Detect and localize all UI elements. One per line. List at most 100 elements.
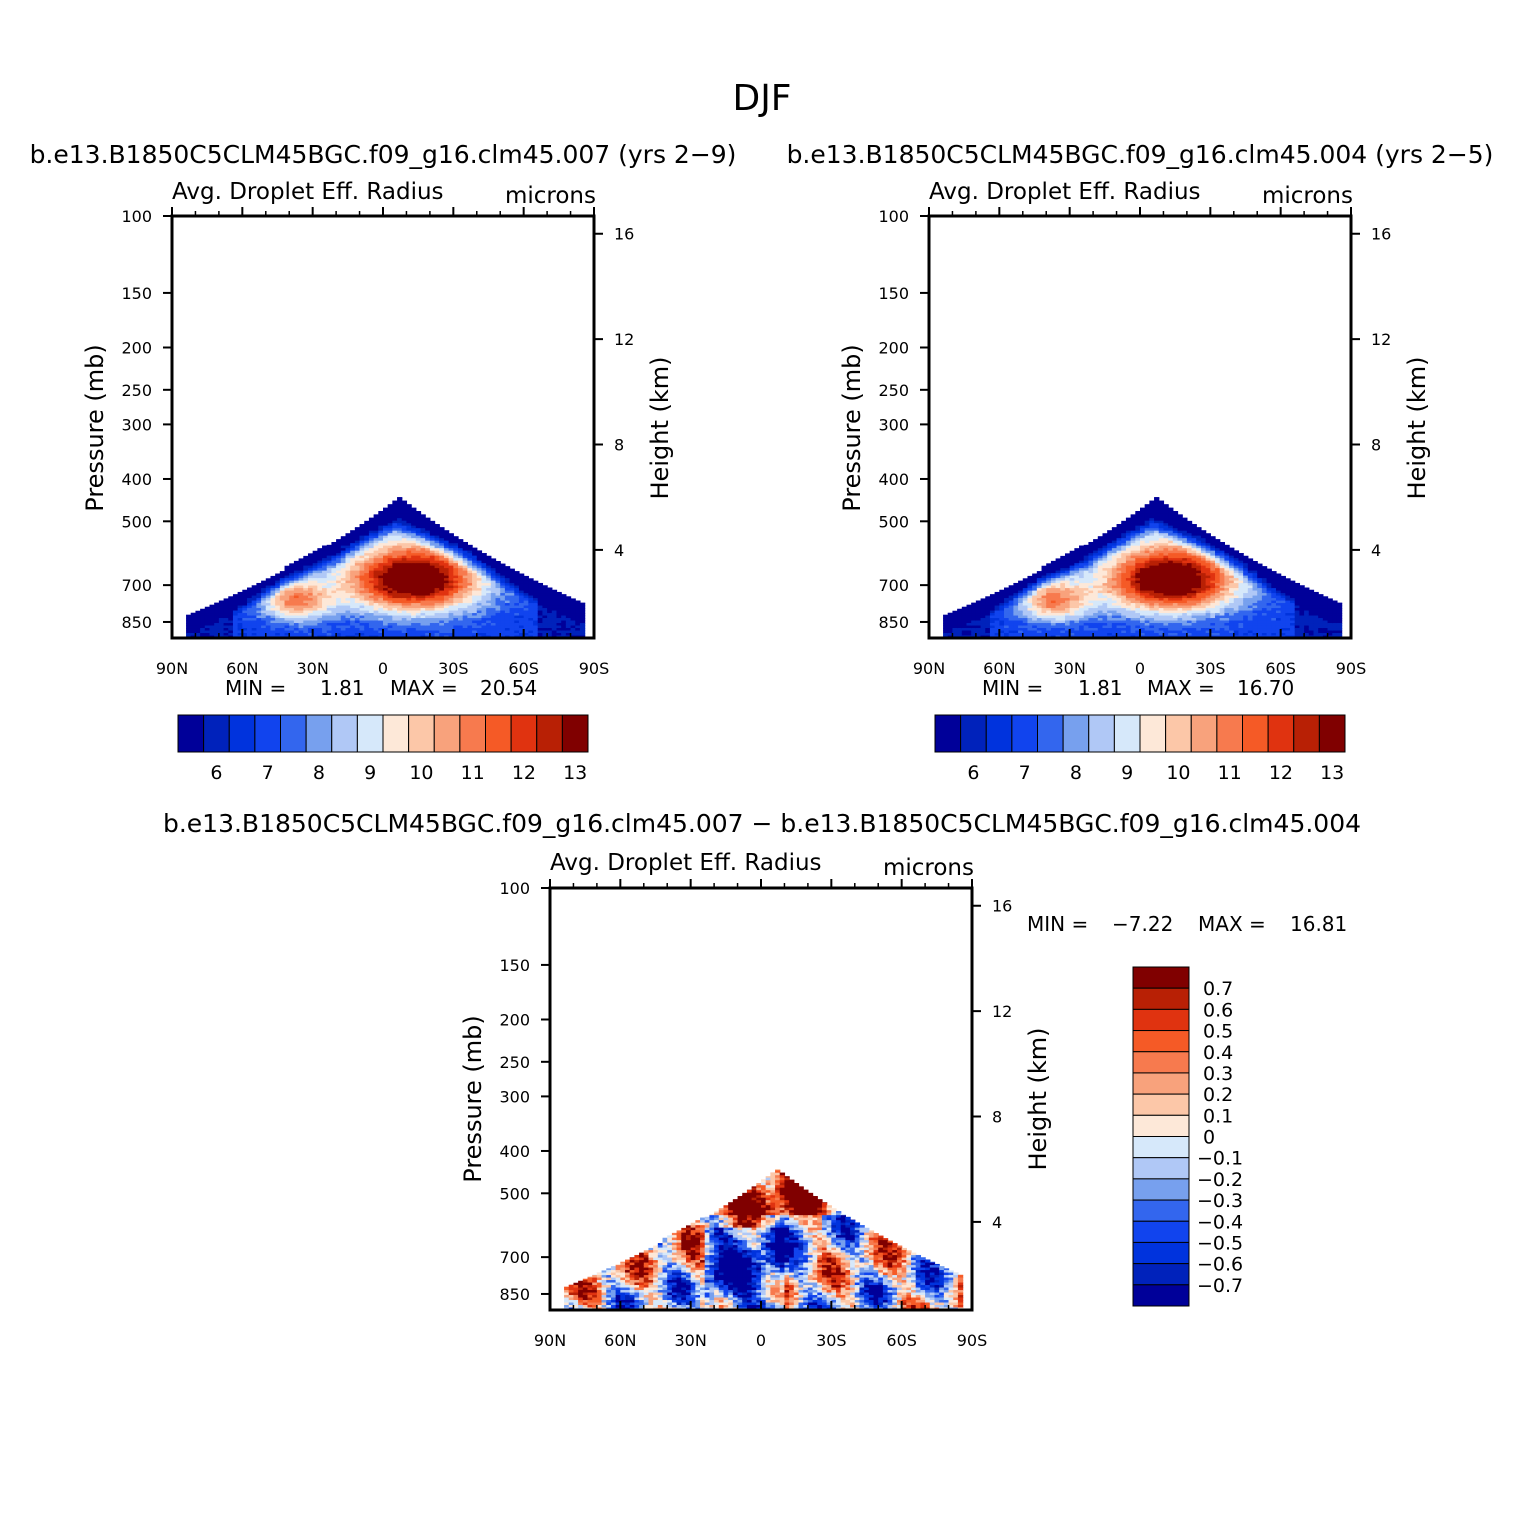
contour-cell xyxy=(1163,530,1169,534)
contour-cell xyxy=(392,593,398,597)
contour-cell xyxy=(1135,588,1141,592)
contour-cell xyxy=(1144,563,1150,567)
contour-cell xyxy=(1093,540,1099,544)
contour-cell xyxy=(458,625,464,629)
contour-cell xyxy=(481,608,487,612)
contour-cell xyxy=(312,593,318,597)
contour-cell xyxy=(387,553,393,557)
contour-cell xyxy=(1074,575,1080,579)
contour-cell xyxy=(368,575,375,579)
contour-cell xyxy=(411,618,417,622)
contour-cell xyxy=(383,588,389,592)
contour-cell xyxy=(265,588,272,592)
contour-cell xyxy=(1158,530,1165,534)
contour-cell xyxy=(472,585,478,589)
contour-cell xyxy=(1027,623,1033,627)
contour-cell xyxy=(1064,610,1071,614)
contour-cell xyxy=(1154,525,1160,529)
contour-cell xyxy=(528,578,534,582)
contour-cell xyxy=(364,623,370,627)
contour-cell xyxy=(1079,575,1085,579)
contour-cell xyxy=(533,620,539,624)
contour-cell xyxy=(1046,593,1052,597)
contour-cell xyxy=(1116,618,1122,622)
contour-cell xyxy=(1036,605,1043,609)
contour-cell xyxy=(1022,580,1029,584)
contour-cell xyxy=(1186,608,1193,612)
contour-cell xyxy=(312,603,318,607)
contour-cell xyxy=(561,630,567,634)
contour-cell xyxy=(1172,618,1179,622)
contour-cell xyxy=(397,578,403,582)
contour-cell xyxy=(439,533,445,537)
contour-cell xyxy=(989,594,996,597)
contour-cell xyxy=(1168,633,1174,637)
contour-cell xyxy=(368,563,375,567)
contour-cell xyxy=(1191,524,1197,527)
contour-cell xyxy=(1135,511,1141,514)
contour-cell xyxy=(579,633,586,637)
contour-cell xyxy=(1149,503,1155,507)
contour-cell xyxy=(1205,633,1211,637)
contour-cell xyxy=(251,633,257,637)
contour-cell xyxy=(495,595,501,599)
contour-cell xyxy=(383,523,389,527)
contour-cell xyxy=(415,598,422,602)
contour-cell xyxy=(1140,580,1146,584)
contour-cell xyxy=(307,598,314,602)
contour-cell xyxy=(1079,588,1085,592)
contour-cell xyxy=(392,603,398,607)
contour-cell xyxy=(1083,578,1090,582)
contour-cell xyxy=(1111,630,1118,634)
y-axis-label: Pressure (mb) xyxy=(81,344,109,511)
contour-cell xyxy=(486,603,492,607)
contour-cell xyxy=(542,623,548,627)
contour-cell xyxy=(1130,630,1136,634)
contour-cell xyxy=(481,630,487,634)
contour-cell xyxy=(1210,590,1216,594)
contour-cell xyxy=(528,593,534,597)
contour-cell xyxy=(439,600,445,604)
contour-cell xyxy=(378,610,384,614)
contour-cell xyxy=(1074,588,1080,592)
contour-cell xyxy=(1125,625,1132,629)
contour-cell xyxy=(406,518,412,522)
contour-cell xyxy=(1168,618,1174,622)
contour-cell xyxy=(1219,578,1225,582)
contour-cell xyxy=(1135,553,1141,557)
contour-cell xyxy=(1079,628,1085,632)
contour-cell xyxy=(1055,595,1061,599)
contour-cell xyxy=(364,565,370,569)
contour-cell xyxy=(242,595,248,599)
contour-cell xyxy=(533,615,539,619)
contour-cell xyxy=(1116,555,1122,559)
contour-cell xyxy=(331,541,337,544)
contour-cell xyxy=(1130,610,1136,614)
contour-cell xyxy=(1102,583,1108,587)
contour-cell xyxy=(261,620,267,624)
contour-cell xyxy=(448,595,454,599)
contour-cell xyxy=(514,600,520,604)
contour-cell xyxy=(547,615,553,619)
contour-cell xyxy=(392,513,398,517)
contour-cell xyxy=(1215,600,1221,604)
contour-cell xyxy=(312,605,318,609)
contour-cell xyxy=(322,550,328,554)
contour-cell xyxy=(472,570,478,574)
contour-cell xyxy=(364,590,370,594)
contour-cell xyxy=(1041,620,1047,624)
contour-cell xyxy=(1163,590,1169,594)
contour-cell xyxy=(298,633,304,637)
contour-cell xyxy=(1130,603,1136,607)
contour-cell xyxy=(378,513,384,517)
contour-cell xyxy=(387,573,393,577)
contour-cell xyxy=(537,615,544,619)
contour-cell xyxy=(354,630,361,634)
contour-cell xyxy=(1097,555,1104,559)
contour-cell xyxy=(439,568,445,572)
contour-cell xyxy=(1158,550,1165,554)
contour-cell xyxy=(980,603,986,607)
contour-cell xyxy=(1083,600,1090,604)
contour-cell xyxy=(1116,540,1122,544)
contour-cell xyxy=(279,593,286,597)
